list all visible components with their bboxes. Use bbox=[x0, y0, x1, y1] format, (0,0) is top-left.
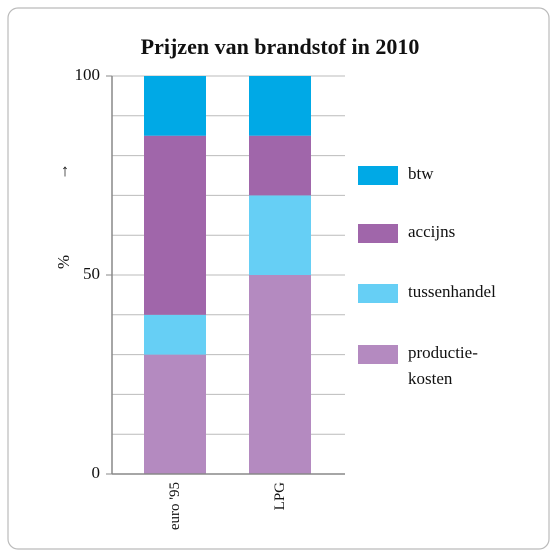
bar-segment bbox=[144, 354, 206, 474]
bar-segment bbox=[249, 135, 311, 196]
y-axis-label: % bbox=[54, 255, 73, 269]
legend-swatch bbox=[358, 345, 398, 364]
legend-swatch bbox=[358, 284, 398, 303]
legend-swatch bbox=[358, 166, 398, 185]
y-tick-label: 50 bbox=[83, 264, 100, 283]
legend-label: tussenhandel bbox=[408, 282, 496, 301]
y-tick-label: 0 bbox=[92, 463, 101, 482]
chart-title: Prijzen van brandstof in 2010 bbox=[141, 34, 420, 59]
legend-label: btw bbox=[408, 164, 434, 183]
bar-segment bbox=[249, 195, 311, 275]
x-tick-label: LPG bbox=[272, 482, 288, 511]
legend-swatch bbox=[358, 224, 398, 243]
x-tick-label: euro '95 bbox=[167, 482, 183, 530]
y-arrow: ↑ bbox=[61, 161, 70, 180]
bar-segment bbox=[144, 135, 206, 315]
bar-segment bbox=[249, 76, 311, 136]
y-tick-label: 100 bbox=[75, 65, 101, 84]
bar-segment bbox=[249, 275, 311, 474]
legend-label: productie-kosten bbox=[408, 343, 478, 388]
bar-segment bbox=[144, 76, 206, 136]
bar-segment bbox=[144, 314, 206, 355]
legend-label: accijns bbox=[408, 222, 455, 241]
